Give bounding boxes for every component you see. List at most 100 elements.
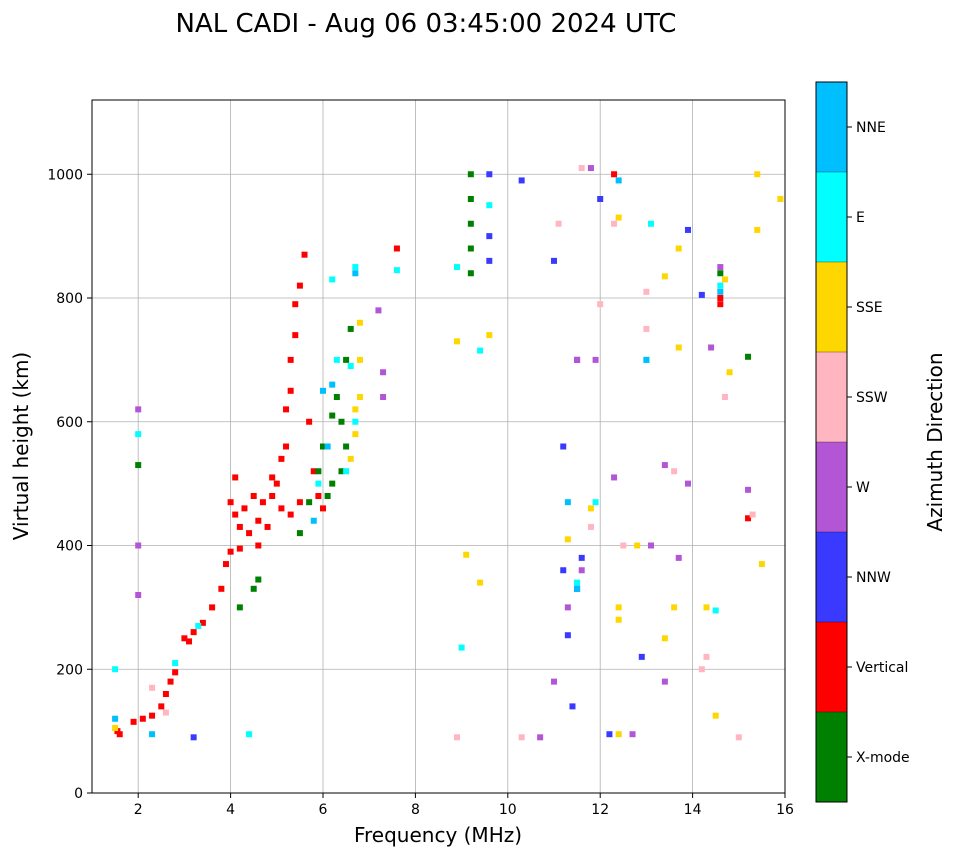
colorbar-tick-label: NNE	[856, 120, 886, 136]
data-point	[611, 474, 618, 481]
data-point	[560, 567, 567, 574]
data-point	[306, 499, 313, 506]
data-point	[615, 177, 622, 184]
y-tick-label: 0	[74, 786, 83, 802]
data-point	[181, 635, 188, 642]
data-point	[139, 715, 146, 722]
data-point	[675, 344, 682, 351]
y-tick-label: 400	[56, 539, 83, 555]
data-point	[329, 381, 336, 388]
data-point	[643, 356, 650, 363]
data-point	[292, 332, 299, 339]
data-point	[199, 619, 206, 626]
data-point	[352, 270, 359, 277]
x-tick-label: 4	[226, 802, 235, 818]
colorbar-tick-label: W	[856, 480, 870, 496]
plot-area	[91, 99, 786, 794]
data-point	[246, 530, 253, 537]
x-axis: 2 4 6 8 10 12 14 16	[134, 793, 794, 818]
data-point	[320, 505, 326, 512]
data-point	[749, 511, 756, 518]
y-tick-label: 200	[56, 662, 83, 678]
series-x-mode	[135, 171, 752, 611]
data-point	[721, 394, 728, 400]
data-point	[615, 616, 622, 623]
data-point	[587, 523, 594, 530]
data-point	[648, 220, 655, 227]
data-point	[463, 551, 470, 558]
data-point	[675, 554, 682, 561]
data-point	[703, 653, 710, 660]
data-point	[116, 731, 123, 738]
colorbar-tick-label: SSW	[856, 390, 888, 406]
data-point	[467, 171, 474, 178]
data-point	[684, 226, 691, 233]
data-point	[278, 505, 285, 512]
data-point	[209, 604, 216, 611]
data-point	[190, 734, 197, 741]
data-point	[564, 604, 571, 611]
data-point	[250, 493, 257, 499]
data-point	[338, 468, 345, 475]
series-nnw	[190, 171, 705, 741]
data-point	[269, 474, 276, 481]
data-point	[135, 542, 142, 549]
data-point	[162, 709, 169, 716]
series-vertical	[114, 171, 752, 738]
data-point	[347, 363, 354, 370]
data-point	[597, 301, 604, 308]
colorbar-tick-label: E	[856, 210, 865, 226]
data-point	[352, 264, 359, 271]
data-point	[343, 468, 350, 475]
colorbar-label: Azimuth Direction	[923, 352, 947, 531]
series-nne	[112, 177, 724, 738]
data-point	[264, 523, 271, 530]
data-point	[343, 356, 350, 363]
data-point	[310, 517, 317, 524]
x-tick-label: 14	[684, 802, 702, 818]
data-point	[777, 196, 784, 202]
data-point	[227, 499, 234, 506]
colorbar-segment	[816, 622, 847, 712]
data-point	[703, 604, 710, 611]
grid	[92, 100, 785, 793]
data-point	[453, 338, 460, 345]
series-ssw	[149, 165, 756, 741]
data-point	[135, 592, 142, 598]
data-point	[149, 731, 156, 738]
y-tick-label: 1000	[47, 167, 83, 183]
series-e	[112, 202, 724, 738]
data-point	[273, 480, 280, 487]
data-point	[467, 245, 474, 252]
data-point	[564, 632, 571, 639]
data-point	[555, 220, 562, 227]
data-point	[347, 455, 354, 462]
data-point	[486, 202, 493, 209]
data-point	[745, 515, 752, 522]
data-point	[486, 332, 493, 339]
data-point	[172, 669, 179, 676]
data-point	[195, 622, 202, 629]
y-axis: 0 200 400 600 800 1000	[47, 167, 92, 802]
x-tick-label: 8	[411, 802, 420, 818]
data-point	[283, 406, 290, 413]
data-point	[574, 585, 581, 592]
colorbar-tick-label: NNW	[856, 570, 891, 586]
data-point	[236, 545, 243, 552]
data-point	[315, 493, 322, 499]
data-point	[717, 295, 724, 301]
data-point	[343, 443, 350, 450]
series-sse	[112, 171, 784, 738]
data-point	[745, 353, 752, 360]
data-point	[611, 220, 618, 227]
colorbar-tick-label: SSE	[856, 300, 883, 316]
data-point	[149, 684, 156, 691]
data-point	[735, 734, 742, 741]
data-point	[227, 548, 234, 555]
colorbar-segment	[816, 712, 847, 802]
data-point	[255, 542, 262, 549]
data-point	[315, 480, 322, 487]
data-point	[287, 356, 294, 363]
data-point	[287, 387, 294, 394]
x-tick-label: 2	[134, 802, 143, 818]
